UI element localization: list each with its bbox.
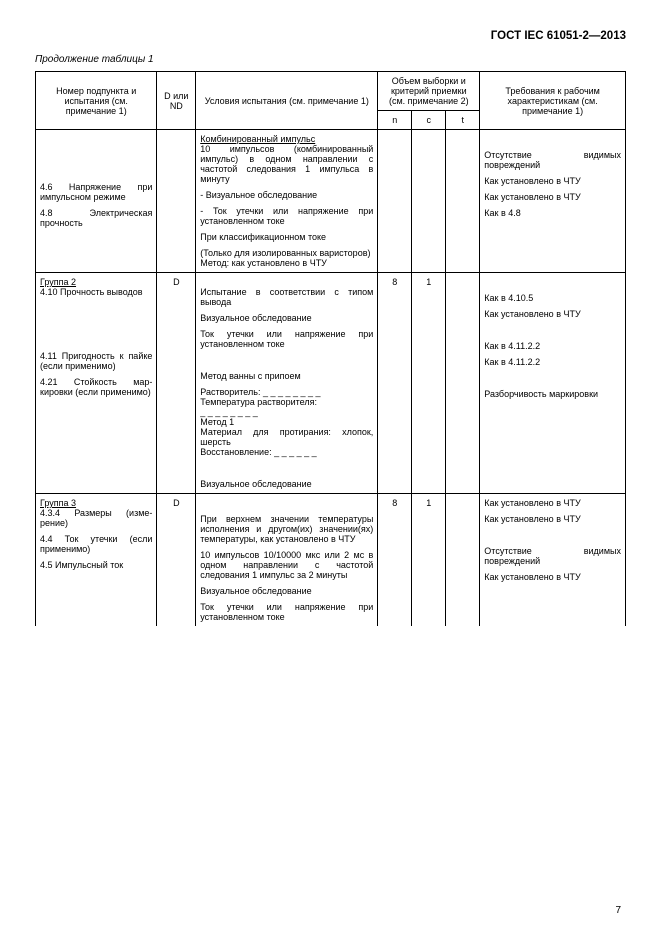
th-t: t [446,111,480,130]
cell-requirements: Отсутствие видимых поврежденийКак устано… [480,130,626,273]
th-n: n [378,111,412,130]
cell-conditions: При верхнем значении тем­пературы исполн… [196,494,378,627]
page-number: 7 [615,905,621,916]
th-dnd: D или ND [157,72,196,130]
cell-c: 1 [412,273,446,494]
doc-id: ГОСТ IEC 61051-2—2013 [35,30,626,42]
table-continuation: Продолжение таблицы 1 [35,54,626,65]
cell-n: 8 [378,494,412,627]
cell-requirements: Как в 4.10.5Как установлено в ЧТУ Как в … [480,273,626,494]
th-sampling: Объем выборки и критерий приемки (см. пр… [378,72,480,111]
cell-t [446,494,480,627]
cell-n: 8 [378,273,412,494]
cell-n [378,130,412,273]
cell-subject: Группа 34.3.4 Размеры (изме­рение)4.4 То… [36,494,157,627]
cell-t [446,273,480,494]
th-cond: Условия испытания (см. примечание 1) [196,72,378,130]
cell-conditions: Комбинированный импульс10 импульсов (ком… [196,130,378,273]
table-row: 4.6 Напряжение при импульсном режиме4.8 … [36,130,626,273]
cell-c [412,130,446,273]
cell-t [446,130,480,273]
th-req: Требования к рабочим характеристикам (см… [480,72,626,130]
cell-c: 1 [412,494,446,627]
cell-conditions: Испытание в соответствии с типом выводаВ… [196,273,378,494]
cell-subject: Группа 24.10 Прочность выво­дов 4.11 При… [36,273,157,494]
spec-table: Номер подпункта и испытания (см. примеча… [35,71,626,626]
cell-dnd: D [157,273,196,494]
cell-subject: 4.6 Напряжение при импульсном режиме4.8 … [36,130,157,273]
th-c: c [412,111,446,130]
th-subject: Номер подпункта и испытания (см. примеча… [36,72,157,130]
cell-requirements: Как установлено в ЧТУКак установлено в Ч… [480,494,626,627]
cell-dnd [157,130,196,273]
table-row: Группа 24.10 Прочность выво­дов 4.11 При… [36,273,626,494]
cell-dnd: D [157,494,196,627]
table-row: Группа 34.3.4 Размеры (изме­рение)4.4 То… [36,494,626,627]
